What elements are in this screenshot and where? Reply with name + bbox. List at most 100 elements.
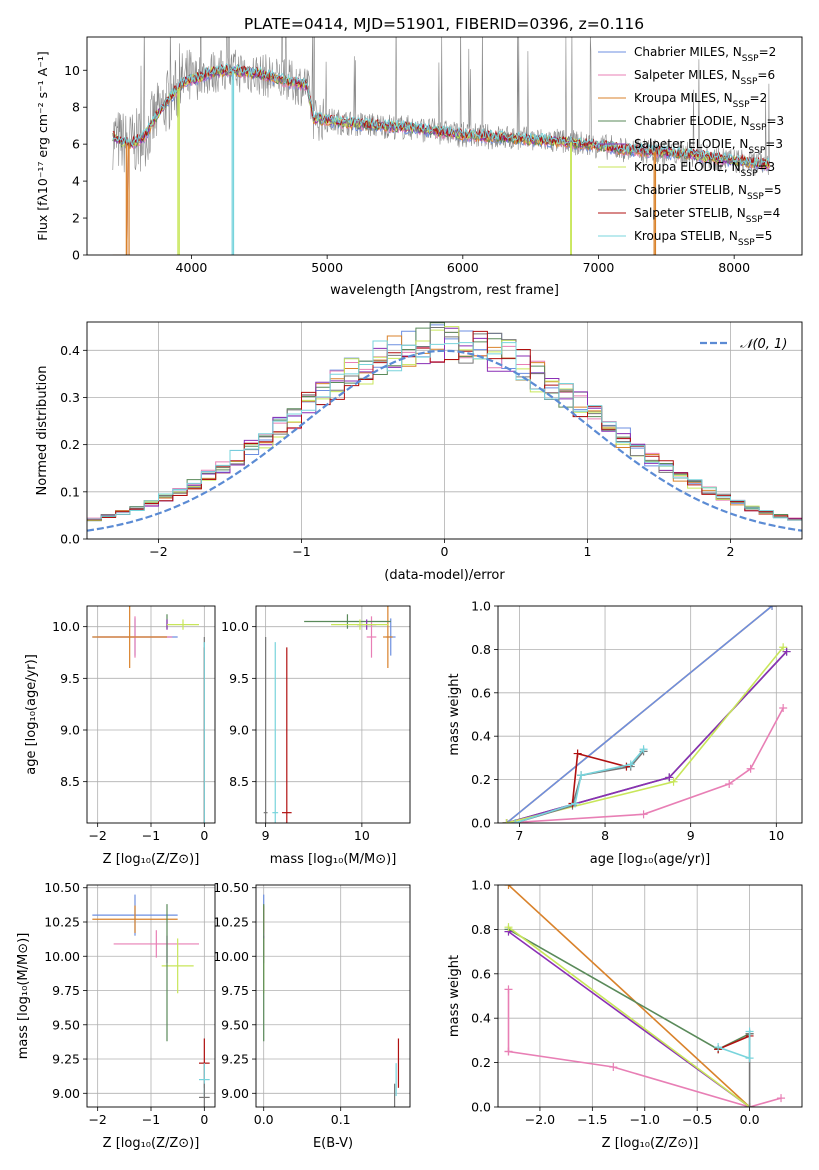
y-tick-label: 9.5 (60, 671, 80, 686)
model-cutoff-line (231, 70, 235, 255)
legend-subscript: SSP (738, 238, 755, 248)
y-tick-label: 2 (72, 211, 80, 226)
weight-marker-kroupa_elodie (502, 819, 511, 823)
model-cutoff-line (177, 87, 180, 255)
y-tick-label: 9.00 (221, 1086, 249, 1101)
y-tick-label: 0.0 (471, 1100, 491, 1115)
weight-marker-salpeter_miles (504, 1047, 513, 1056)
axes-frame (86, 605, 216, 824)
x-tick-label: 10 (354, 828, 370, 843)
weight-line-kroupa_elodie (508, 926, 751, 1107)
legend-tail: =5 (755, 229, 773, 243)
y-tick-label: 0.3 (60, 390, 80, 405)
weight-marker-salpeter_miles (504, 985, 513, 994)
y-tick-label: 0.2 (471, 772, 491, 787)
axes-frame (86, 321, 803, 540)
y-tick-label: 9.0 (229, 723, 249, 738)
legend-entry: Salpeter MILES, NSSP=6 (634, 68, 775, 87)
weight-line-chabrier_elodie (508, 928, 750, 1051)
axes-frame (497, 884, 803, 1108)
y-tick-label: 10.0 (221, 619, 249, 634)
weight-marker-kroupa_stelib (714, 1043, 723, 1052)
weight-marker-chabrier_stelib (745, 1103, 754, 1107)
legend-tail: =2 (750, 91, 768, 105)
x-tick-label: 0.1 (331, 1112, 351, 1127)
legend-entry: 𝒩(0, 1) (740, 337, 787, 352)
y-axis-label: Normed distribution (35, 366, 50, 496)
x-tick-label: 9 (687, 828, 695, 843)
plot-area-ebv_mass (263, 894, 400, 1107)
plot-area-mass_age (263, 606, 396, 823)
legend-tail: =2 (759, 45, 777, 59)
x-axis-label: wavelength [Angstrom, rest frame] (330, 283, 559, 298)
legend-subscript: SSP (741, 169, 758, 179)
axes-frame (497, 605, 803, 824)
legend-entry: Kroupa STELIB, NSSP=5 (634, 229, 772, 248)
y-tick-label: 10.0 (52, 619, 80, 634)
axes-frame (255, 884, 411, 1108)
model-cutoff-line (125, 143, 130, 255)
plot-area-spectrum (112, 37, 770, 255)
y-tick-label: 1.0 (471, 599, 491, 614)
x-tick-label: −2 (149, 544, 167, 559)
normal-curve (87, 349, 802, 532)
weight-marker-kroupa_elodie (779, 643, 788, 652)
weight-line-salpeter_elodie (506, 651, 788, 823)
legend: 𝒩(0, 1) (700, 337, 787, 352)
x-tick-label: 7000 (583, 260, 615, 275)
y-tick-label: 6 (72, 137, 80, 152)
x-tick-label: −1 (142, 1112, 160, 1127)
x-axis-label: E(B-V) (313, 1136, 353, 1151)
x-tick-label: 9 (262, 828, 270, 843)
figure-title: PLATE=0414, MJD=51901, FIBERID=0396, z=0… (244, 15, 644, 33)
histogram-salpeter_elodie (87, 327, 802, 520)
x-tick-label: 1 (584, 544, 592, 559)
x-tick-label: 0.0 (254, 1112, 274, 1127)
histogram-kroupa_stelib (87, 340, 802, 521)
x-tick-label: 0 (200, 1112, 208, 1127)
x-tick-label: −1 (142, 828, 160, 843)
panel-z_age: −2 −1 0 8.5 9.0 9.5 10.0 Z [log₁₀(Z/Z⊙)] age [lo… (24, 605, 216, 867)
legend-subscript: SSP (750, 123, 767, 133)
axes-frame (86, 36, 803, 256)
plot-area-age_weight (502, 606, 791, 823)
plot-area-residuals (87, 322, 802, 532)
y-tick-label: 0.2 (60, 437, 80, 452)
model-cutoff-line (570, 142, 572, 255)
x-axis-label: age [log₁₀(age/yr)] (590, 852, 711, 867)
histogram-salpeter_stelib (87, 330, 802, 521)
plot-area-z_weight (504, 885, 786, 1107)
weight-line-kroupa_miles (507, 885, 751, 1107)
x-tick-label: 10 (768, 828, 784, 843)
weight-marker-salpeter_miles (639, 810, 648, 819)
weight-marker-salpeter_elodie (665, 773, 674, 782)
panel-mass_age: 9 10 8.5 9.0 9.5 10.0 mass [log₁₀(M/M⊙)] (221, 605, 411, 867)
y-tick-label: 9.75 (52, 983, 80, 998)
weight-marker-salpeter_miles (609, 1063, 618, 1072)
model-line-salpeter_stelib (112, 64, 770, 169)
weight-marker-salpeter_stelib (573, 749, 582, 758)
model-cutoff-line (653, 151, 657, 255)
weight-marker-kroupa_stelib (639, 745, 648, 754)
x-axis-label: mass [log₁₀(M/M⊙)] (270, 852, 397, 867)
weight-marker-kroupa_stelib (626, 760, 635, 769)
y-tick-label: 4 (72, 174, 80, 189)
y-tick-label: 8.5 (229, 774, 249, 789)
legend-entry: Kroupa MILES, NSSP=2 (634, 91, 767, 110)
axes-frame (86, 884, 216, 1108)
x-tick-label: 0 (441, 544, 449, 559)
weight-marker-kroupa_stelib (745, 1054, 754, 1063)
weight-marker-salpeter_miles (746, 764, 755, 773)
x-tick-label: 2 (727, 544, 735, 559)
x-axis-label: (data-model)/error (384, 568, 505, 583)
y-tick-label: 9.00 (52, 1086, 80, 1101)
weight-marker-salpeter_elodie (782, 647, 791, 656)
x-axis-label: Z [log₁₀(Z/Z⊙)] (103, 852, 200, 867)
y-axis-label: mass [log₁₀(M/M⊙)] (16, 933, 31, 1060)
y-tick-label: 0 (72, 248, 80, 263)
x-tick-label: −2 (88, 828, 106, 843)
y-axis-label: Flux [fλ10⁻¹⁷ erg cm⁻² s⁻¹ A⁻¹] (35, 51, 50, 240)
y-tick-label: 10.00 (44, 949, 80, 964)
panel-residuals: −2 −1 0 1 2 0.0 0.1 0.2 0.3 0.4 (data-model)/error… (35, 321, 803, 583)
